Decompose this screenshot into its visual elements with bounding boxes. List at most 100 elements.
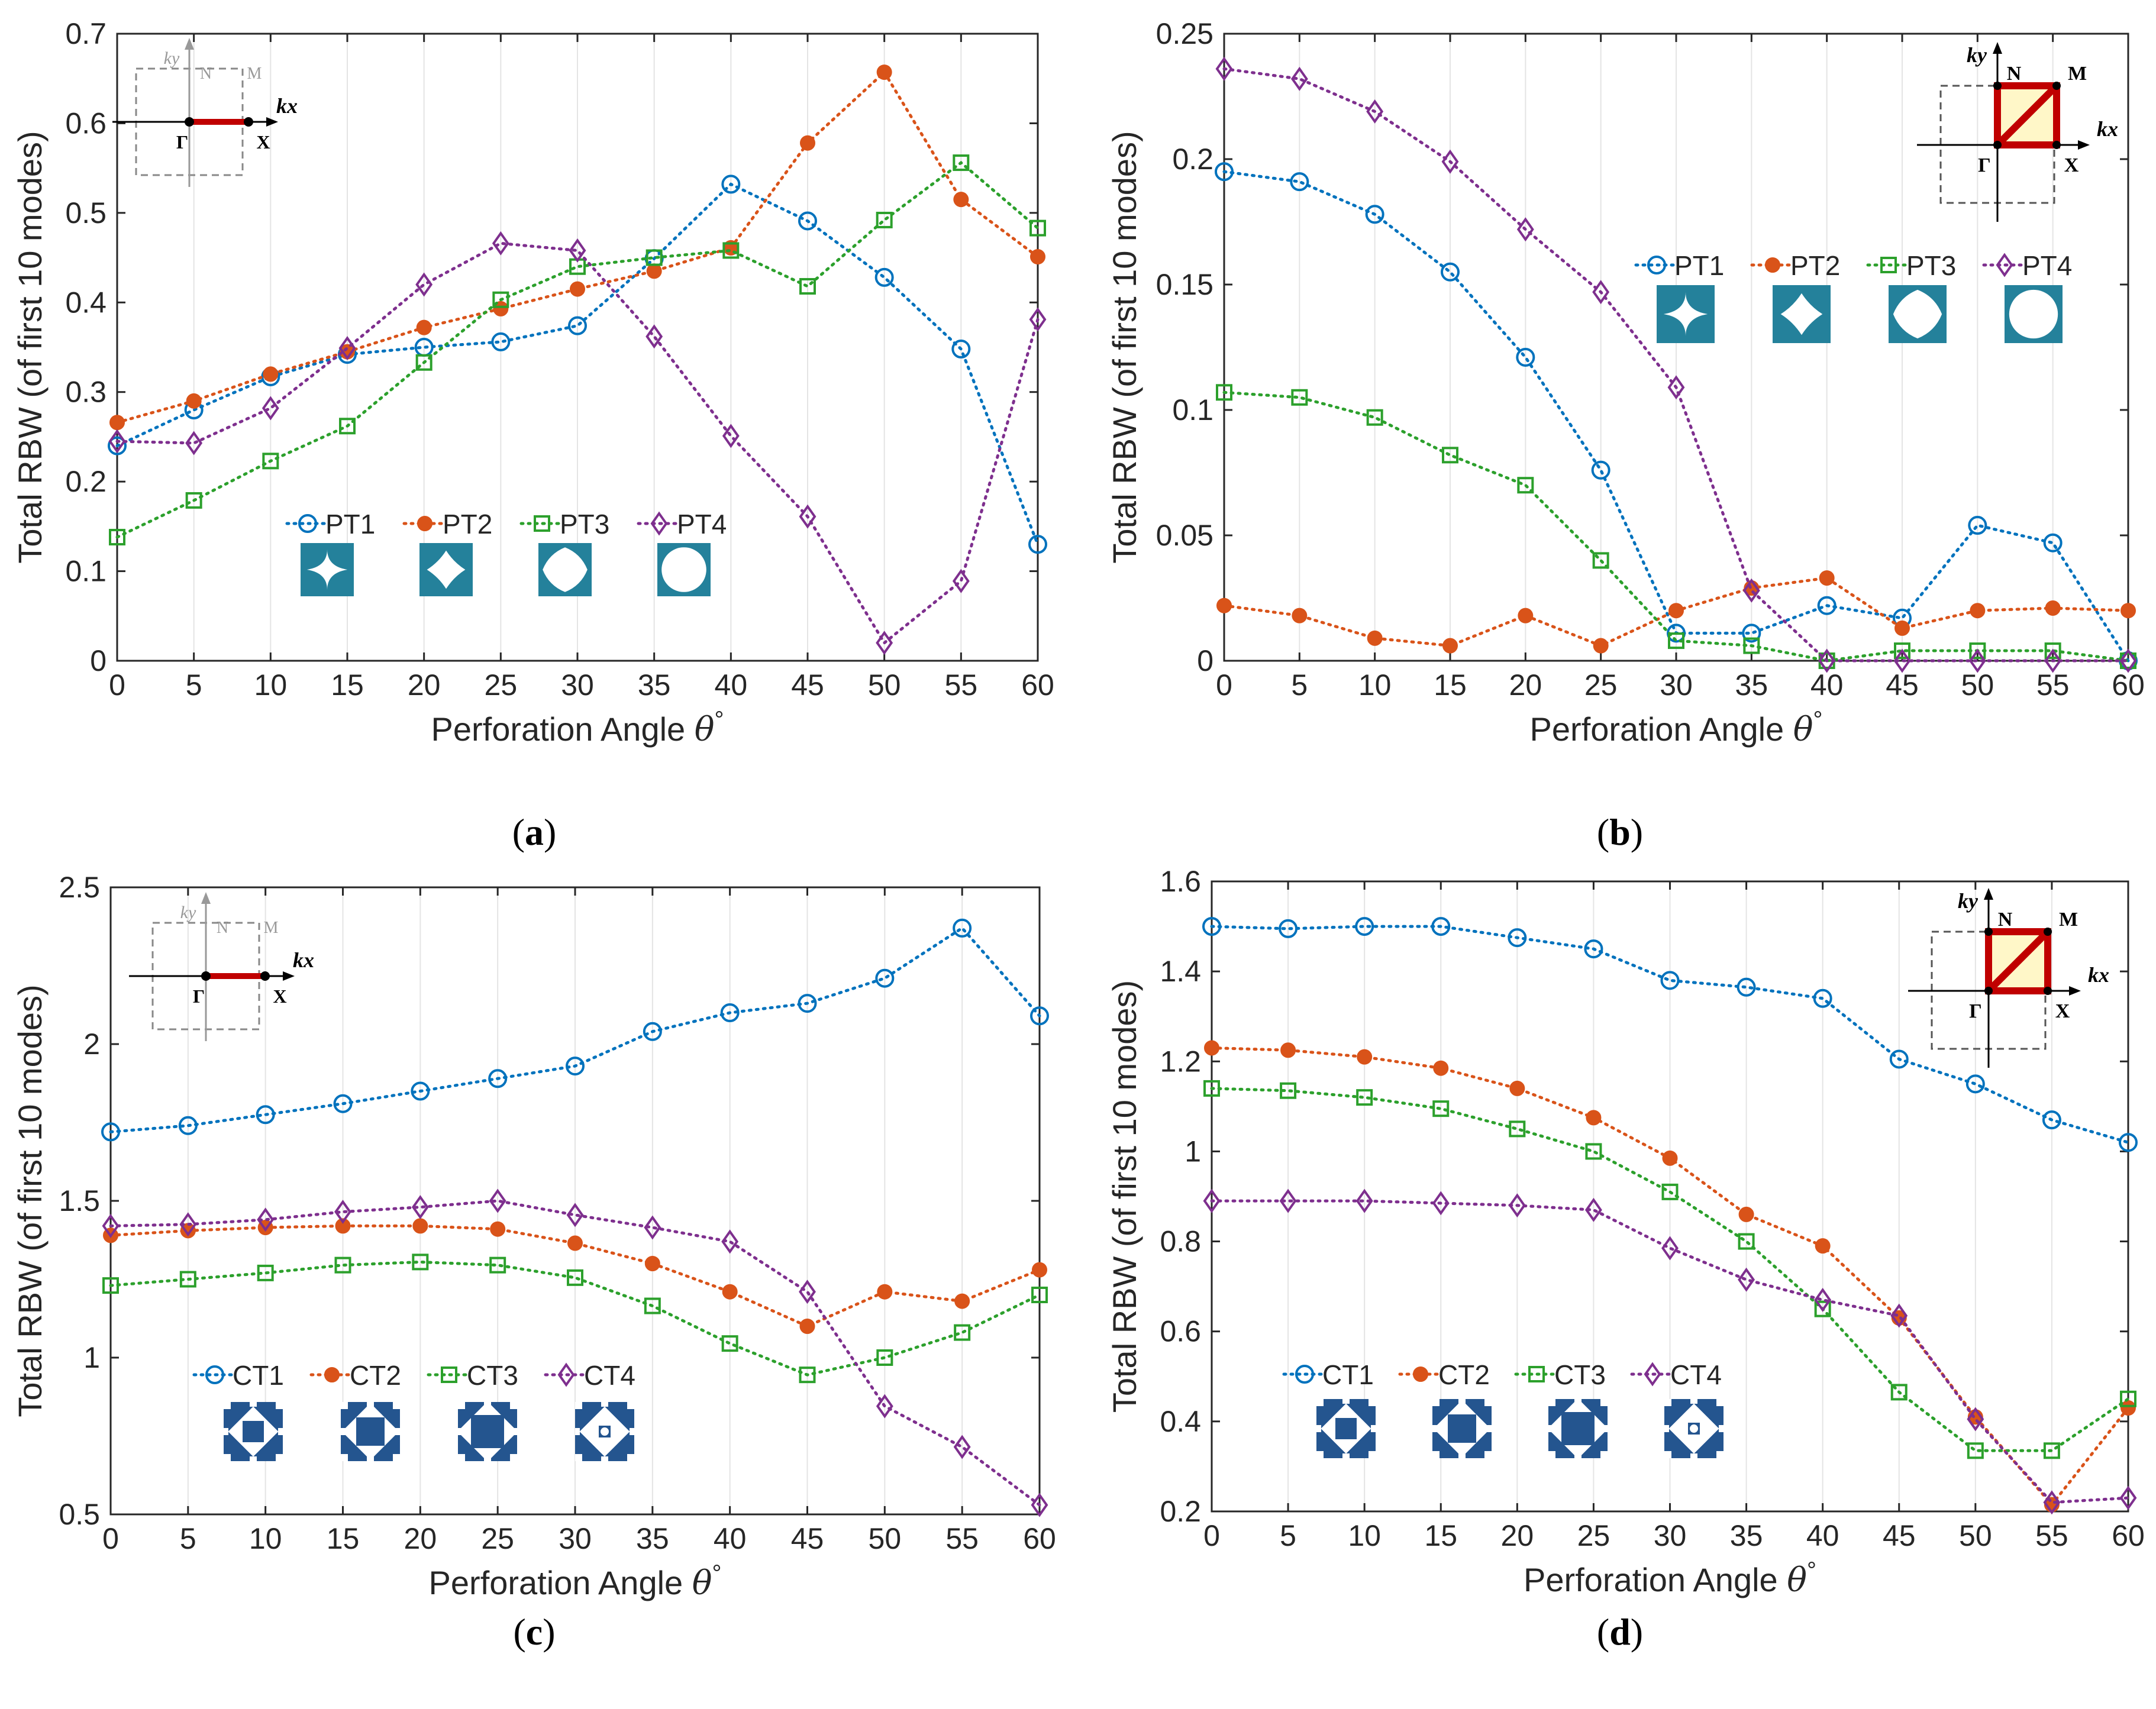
data-point-CT2 (1662, 1150, 1678, 1166)
data-point-PT3 (876, 211, 893, 228)
y-axis: 0 0.1 0.2 0.3 0.4 0.5 0.6 0.7 (65, 17, 1038, 677)
data-point-CT4 (1967, 1407, 1984, 1432)
data-point-CT3 (1967, 1442, 1984, 1459)
series-line-CT3 (1210, 1087, 2130, 1452)
y-tick-label: 0 (90, 644, 106, 677)
label-kx: kx (2097, 117, 2118, 141)
data-point-CT3 (644, 1297, 661, 1314)
data-point-CT4 (799, 1280, 816, 1304)
legend-marker (1647, 256, 1666, 274)
legend-label: PT2 (443, 509, 492, 539)
data-point-PT3 (1668, 632, 1684, 650)
data-point-PT3 (1216, 384, 1232, 401)
y-tick-label: 0.1 (65, 555, 106, 588)
data-point-PT3 (1969, 642, 1986, 660)
legend-label: CT4 (584, 1360, 635, 1391)
data-point-CT4 (566, 1203, 584, 1227)
data-point-CT3 (1585, 1143, 1602, 1160)
label-Gamma: Γ (1978, 154, 1991, 176)
ky-arrow-icon (1993, 42, 2002, 54)
data-point-PT3 (799, 278, 816, 295)
series-PT3 (109, 154, 1046, 546)
data-point-PT4 (1290, 66, 1308, 91)
label-kx: kx (2088, 963, 2109, 987)
legend-marker (534, 515, 550, 532)
data-point-CT2 (567, 1235, 583, 1251)
data-point-PT3 (722, 242, 740, 259)
legend-label: CT1 (1322, 1359, 1374, 1390)
unit-cell-PT1-icon (1657, 285, 1715, 343)
data-point-CT4 (411, 1195, 429, 1220)
unit-cell-PT4-icon (2005, 285, 2063, 343)
data-point-CT3 (1509, 1120, 1526, 1138)
data-point-PT3 (1442, 447, 1458, 464)
y-tick-label: 1.4 (1160, 955, 1201, 988)
data-point-PT4 (2044, 648, 2062, 673)
legend-item-CT3: CT3 (427, 1360, 518, 1391)
data-point-PT3 (645, 249, 663, 266)
data-point-CT4 (876, 1394, 893, 1419)
data-point-PT3 (492, 291, 509, 308)
x-axis-symbol: θ (695, 710, 715, 749)
data-point-CT3 (1203, 1080, 1220, 1097)
y-tick-label: 0.6 (65, 106, 106, 140)
series-line-PT4 (1222, 67, 2130, 663)
label-X: X (2055, 1000, 2070, 1022)
x-axis-label: Perforation Angle θ° (431, 707, 724, 749)
data-point-PT2 (1518, 608, 1534, 623)
data-point-PT1 (2043, 533, 2063, 553)
data-point-CT4 (1661, 1236, 1679, 1261)
data-point-CT1 (1584, 939, 1603, 959)
label-Gamma: Γ (193, 986, 205, 1007)
symmetry-point (1993, 82, 2002, 90)
series-CT2 (1204, 1040, 2136, 1513)
symmetry-point (2052, 141, 2061, 149)
data-point-CT4 (644, 1215, 661, 1240)
data-point-PT3 (339, 418, 356, 435)
data-point-PT1 (568, 316, 587, 335)
x-tick-label: 50 (1959, 1519, 1992, 1552)
data-point-CT2 (490, 1221, 506, 1237)
data-point-PT4 (799, 504, 816, 529)
series-line-CT4 (1210, 1199, 2130, 1504)
data-point-CT2 (644, 1256, 660, 1271)
x-tick-label: 50 (1961, 668, 1994, 702)
unit-cell-CT4-icon (1664, 1399, 1723, 1458)
x-tick-label: 30 (1660, 668, 1693, 702)
data-point-PT4 (952, 568, 970, 593)
legend-marker (1644, 1362, 1661, 1387)
panel-letter: b (1609, 811, 1631, 853)
legend-item-CT1: CT1 (1282, 1359, 1374, 1390)
symmetry-point (185, 117, 194, 127)
x-tick-label: 55 (2035, 1519, 2068, 1552)
data-point-PT1 (1742, 623, 1761, 643)
y-tick-label: 0.5 (65, 196, 106, 230)
kx-arrow-icon (283, 971, 295, 981)
data-point-PT2 (1970, 603, 1986, 619)
data-point-PT4 (1366, 99, 1384, 124)
data-point-CT3 (1031, 1287, 1048, 1303)
x-tick-label: 15 (327, 1522, 360, 1555)
data-point-PT2 (876, 64, 892, 80)
gamma-m-path (1994, 83, 2060, 148)
data-point-CT2 (412, 1218, 428, 1234)
data-point-CT3 (102, 1277, 119, 1294)
y-axis-label: Total RBW (of first 10 modes) (11, 984, 49, 1417)
legend-label: PT3 (560, 509, 609, 539)
data-point-PT4 (569, 238, 586, 263)
data-point-PT1 (1290, 172, 1309, 192)
data-point-PT4 (262, 396, 279, 421)
data-point-CT4 (257, 1207, 275, 1232)
panel-letter: d (1609, 1611, 1631, 1653)
x-tick-label: 25 (481, 1522, 514, 1555)
legend-marker (324, 1367, 340, 1382)
unit-cell-CT2-icon (341, 1402, 400, 1461)
brillouin-zone-inset: N M Γ Xky kx (1908, 888, 2109, 1068)
data-point-PT2 (1216, 597, 1232, 613)
data-point-CT1 (720, 1003, 740, 1022)
panel-letter: a (525, 811, 544, 853)
kx-arrow-icon (2069, 986, 2081, 996)
x-tick-label: 25 (1584, 668, 1618, 702)
data-point-CT4 (2043, 1490, 2061, 1515)
data-point-CT2 (1738, 1206, 1754, 1222)
